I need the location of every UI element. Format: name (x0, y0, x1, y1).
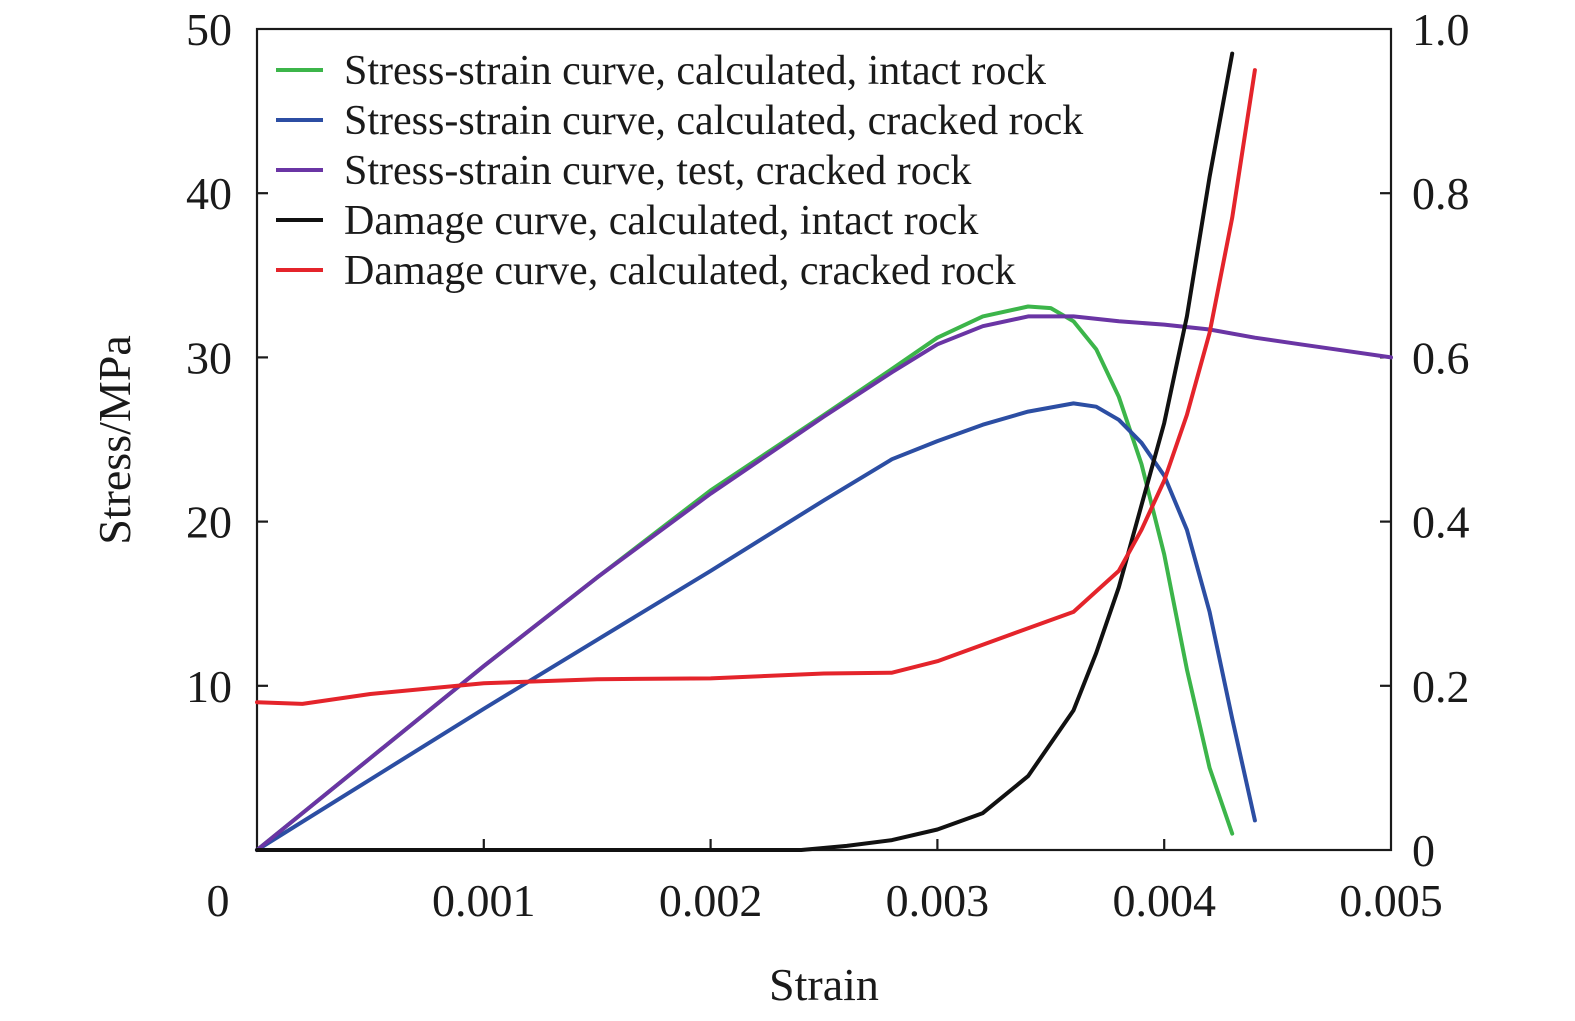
y2-tick-label: 1.0 (1412, 4, 1470, 55)
legend: Stress-strain curve, calculated, intact … (276, 48, 1083, 294)
tick-labels: 0 0.001 0.002 0.003 0.004 0.005 10 20 30 40 50 0 0.2… (186, 4, 1470, 926)
x-tick-label: 0.003 (886, 875, 990, 926)
y-axis-title: Stress/MPa (89, 335, 140, 545)
x-tick-label: 0 (207, 875, 230, 926)
plot-frame (255, 27, 1393, 852)
x-tick-label: 0.005 (1339, 875, 1443, 926)
series-lines (255, 51, 1393, 852)
y2-tick-label: 0.6 (1412, 332, 1470, 383)
legend-label-1: Stress-strain curve, calculated, intact … (344, 48, 1046, 94)
y2-tick-label: 0.2 (1412, 661, 1470, 712)
tick-marks (257, 192, 1391, 850)
legend-label-3: Stress-strain curve, test, cracked rock (344, 148, 971, 194)
x-axis-title: Strain (769, 959, 879, 1010)
y-tick-label: 30 (186, 332, 232, 383)
y2-tick-label: 0.4 (1412, 497, 1470, 548)
series-line-5 (255, 68, 1257, 706)
series-line-4 (255, 51, 1235, 852)
y-tick-label: 50 (186, 4, 232, 55)
legend-label-5: Damage curve, calculated, cracked rock (344, 248, 1016, 294)
series-line-1 (255, 304, 1235, 852)
x-tick-label: 0.001 (432, 875, 536, 926)
y2-tick-label: 0.8 (1412, 168, 1470, 219)
legend-label-4: Damage curve, calculated, intact rock (344, 198, 978, 244)
y-tick-label: 20 (186, 497, 232, 548)
x-tick-label: 0.004 (1112, 875, 1216, 926)
y-tick-label: 40 (186, 168, 232, 219)
x-tick-label: 0.002 (659, 875, 763, 926)
series-line-3 (255, 314, 1393, 852)
y2-tick-label: 0 (1412, 825, 1435, 876)
legend-label-2: Stress-strain curve, calculated, cracked… (344, 98, 1083, 144)
y-tick-label: 10 (186, 661, 232, 712)
series-line-2 (255, 401, 1257, 852)
